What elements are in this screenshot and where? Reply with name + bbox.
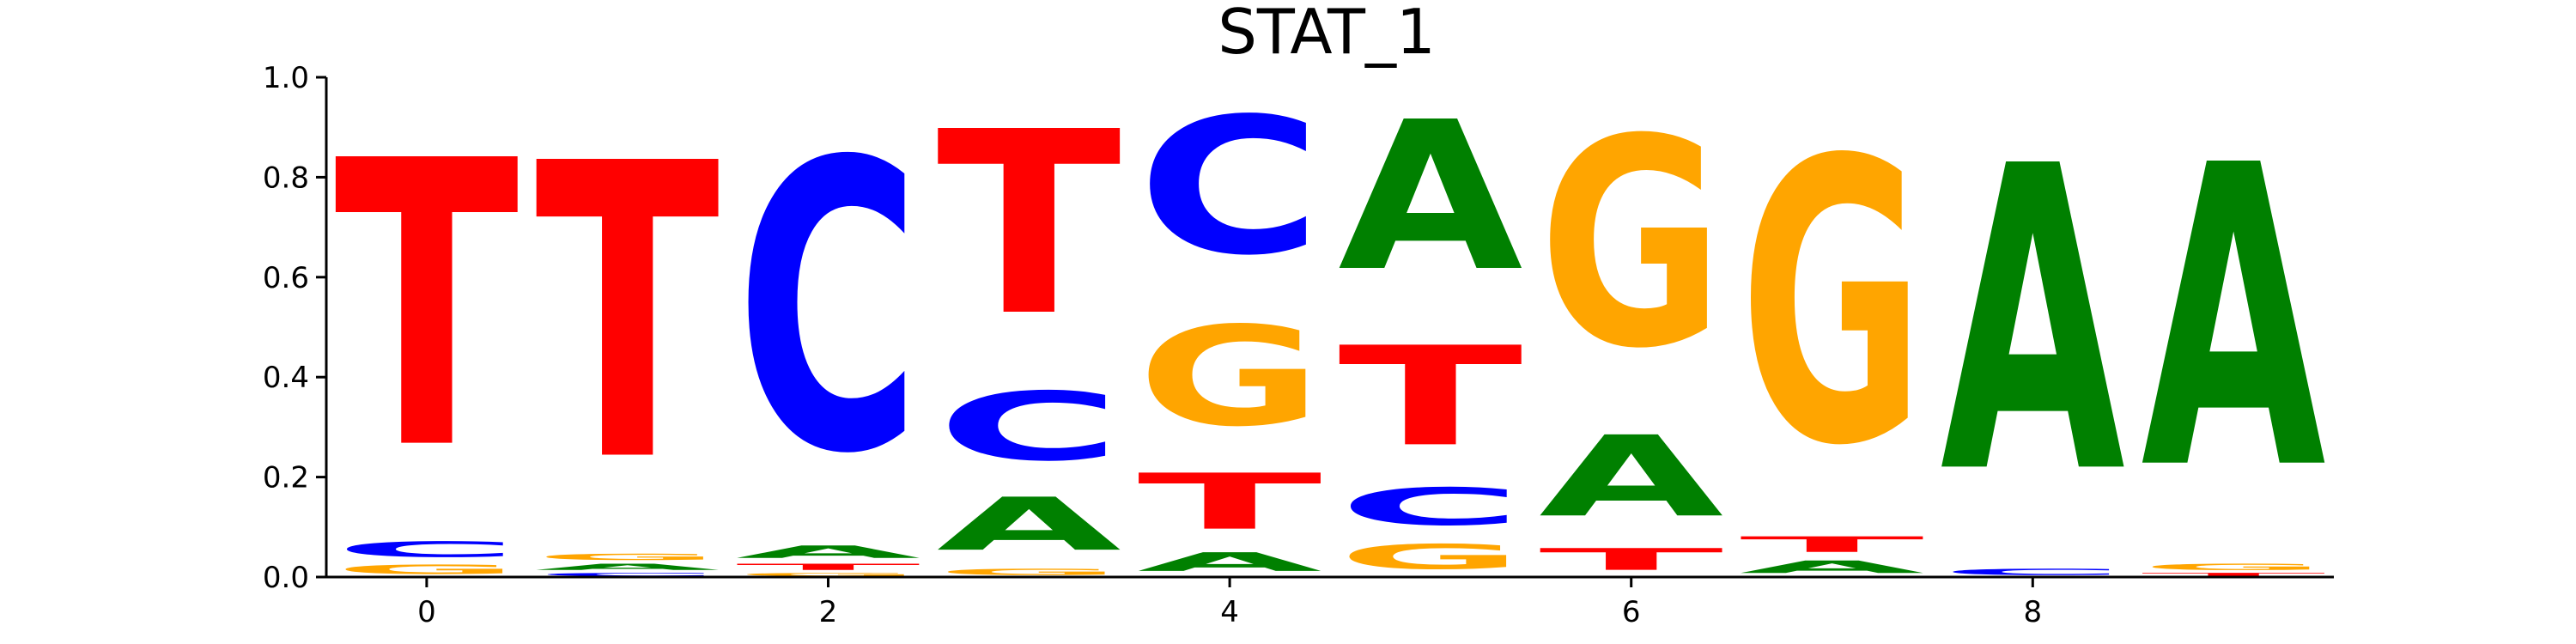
logo-letter-c-pos3: C <box>937 373 1121 482</box>
logo-letter-t-pos0: T <box>334 78 520 536</box>
logo-letter-t-pos5: T <box>1338 318 1522 477</box>
logo-letter-g-pos5: G <box>1338 538 1522 577</box>
logo-letter-g-pos0: G <box>334 562 519 577</box>
y-tick-label: 0.8 <box>263 161 309 195</box>
logo-letter-a-pos4: A <box>1138 547 1322 577</box>
y-tick-label: 0.2 <box>263 461 309 495</box>
x-tick-label: 2 <box>819 595 838 629</box>
logo-letter-g-pos4: G <box>1138 298 1322 457</box>
logo-letter-a-pos8: A <box>1941 78 2127 566</box>
logo-letter-t-pos6: T <box>1539 542 1723 577</box>
logo-letter-a-pos5: A <box>1338 79 1524 317</box>
logo-letter-c-pos0: C <box>334 538 519 562</box>
logo-letter-a-pos6: A <box>1539 413 1723 542</box>
logo-letter-t-pos4: T <box>1138 458 1322 547</box>
logo-letter-c-pos1: C <box>535 572 720 577</box>
logo-letter-g-pos9: G <box>2142 562 2326 573</box>
logo-letter-g-pos1: G <box>535 552 720 562</box>
y-tick-label: 0.0 <box>263 561 309 595</box>
logo-letter-a-pos3: A <box>937 483 1121 567</box>
logo-letter-a-pos2: A <box>736 542 920 562</box>
logo-letter-a-pos9: A <box>2142 78 2328 560</box>
logo-letter-g-pos2: G <box>736 572 920 577</box>
logo-letter-t-pos1: T <box>535 78 721 551</box>
logo-letter-g-pos7: G <box>1740 79 1924 531</box>
logo-letter-a-pos7: A <box>1740 557 1924 577</box>
logo-letter-g-pos6: G <box>1539 78 1723 411</box>
logo-letter-a-pos1: A <box>535 562 720 573</box>
logo-letter-t-pos3: T <box>937 77 1123 371</box>
logo-letter-c-pos8: C <box>1941 567 2125 577</box>
logo-letter-c-pos2: C <box>736 80 920 542</box>
logo-letter-t-pos7: T <box>1740 532 1924 557</box>
y-tick-label: 0.4 <box>263 361 309 395</box>
y-tick-label: 0.6 <box>263 261 309 295</box>
axes <box>325 77 2334 579</box>
x-tick-label: 8 <box>2023 595 2042 629</box>
x-tick-label: 4 <box>1220 595 1239 629</box>
chart-title: STAT_1 <box>1218 0 1436 68</box>
logo-letter-t-pos2: T <box>736 562 920 573</box>
logo-letter-g-pos3: G <box>937 567 1121 577</box>
logo-letter-c-pos5: C <box>1338 477 1522 537</box>
logo-letter-c-pos4: C <box>1138 77 1322 296</box>
x-tick-label: 6 <box>1622 595 1641 629</box>
x-tick-label: 0 <box>417 595 436 629</box>
logo-letter-t-pos9: T <box>2142 572 2326 577</box>
y-tick-label: 1.0 <box>263 61 309 95</box>
axis-ticks: 0.0 0.2 0.4 0.6 0.8 1.0 0 2 4 6 8 <box>263 61 2042 629</box>
